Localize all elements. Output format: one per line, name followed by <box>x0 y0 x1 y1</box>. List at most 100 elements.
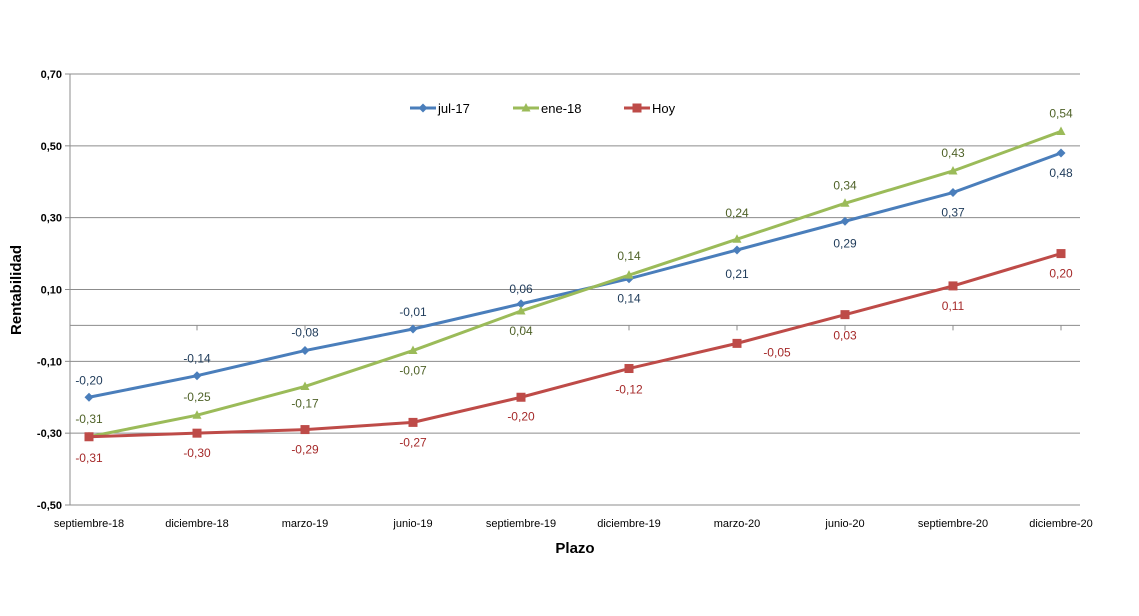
data-point-triangle <box>948 165 958 175</box>
y-tick-label: 0,50 <box>41 141 62 153</box>
data-point-diamond <box>948 188 958 198</box>
data-label: 0,14 <box>617 249 641 263</box>
data-label: -0,05 <box>763 345 791 359</box>
data-label: 0,48 <box>1049 166 1073 180</box>
data-label: -0,25 <box>183 390 211 404</box>
data-point-diamond <box>84 392 94 402</box>
data-point-triangle <box>521 103 531 112</box>
data-label: -0,07 <box>399 364 427 378</box>
data-point-square <box>624 364 634 374</box>
data-label: -0,31 <box>75 451 103 465</box>
series-group <box>84 126 1066 442</box>
x-tick-label: diciembre-18 <box>165 518 229 530</box>
series-line <box>88 130 1062 439</box>
data-label: 0,21 <box>725 267 749 281</box>
x-tick-label: diciembre-20 <box>1029 518 1093 530</box>
series-line <box>88 151 1062 399</box>
data-label: -0,14 <box>183 352 211 366</box>
data-point-square <box>516 392 526 402</box>
gridlines <box>70 73 1080 506</box>
data-label: -0,08 <box>291 326 319 340</box>
data-label: -0,20 <box>507 409 535 423</box>
y-axis-title: Rentabilidad <box>8 245 25 335</box>
data-point-diamond <box>1056 148 1066 158</box>
x-tick-label: diciembre-19 <box>597 518 661 530</box>
y-tick-label: 0,10 <box>41 285 62 297</box>
data-point-square <box>948 281 958 291</box>
data-label: 0,04 <box>509 324 533 338</box>
data-point-square <box>192 428 202 438</box>
data-label: -0,30 <box>183 446 211 460</box>
data-point-triangle <box>408 345 418 355</box>
legend-item: jul-17 <box>410 101 470 116</box>
x-axis-title: Plazo <box>555 540 594 557</box>
data-point-triangle <box>516 306 526 315</box>
data-point-triangle <box>1056 126 1066 135</box>
data-point-triangle <box>732 234 742 243</box>
legend-label: ene-18 <box>541 101 581 116</box>
data-point-triangle <box>192 410 202 419</box>
data-label: -0,01 <box>399 305 427 319</box>
data-point-triangle <box>840 198 850 207</box>
data-labels: -0,20 -0,14 -0,08 -0,01 0,06 0,14 0,21 0,29 0,37… <box>75 106 1073 464</box>
data-point-diamond <box>418 103 428 113</box>
data-point-diamond <box>300 346 310 356</box>
data-point-square <box>632 103 642 113</box>
data-label: -0,12 <box>615 383 643 397</box>
y-tick-label: -0,30 <box>37 428 62 440</box>
y-tick-label: -0,50 <box>37 500 62 512</box>
data-label: 0,37 <box>941 206 965 220</box>
data-point-triangle <box>624 270 634 279</box>
data-point-diamond <box>840 216 850 226</box>
y-tick-label: 0,30 <box>41 213 62 225</box>
series-line <box>88 252 1062 439</box>
data-label: 0,14 <box>617 292 641 306</box>
data-label: -0,31 <box>75 412 103 426</box>
legend: jul-17 ene-18 Hoy <box>410 101 676 116</box>
data-point-square <box>84 432 94 442</box>
data-label: -0,20 <box>75 373 103 387</box>
data-label: -0,17 <box>291 396 319 410</box>
y-tick-label: 0,70 <box>41 69 62 81</box>
series-ene-18 <box>84 126 1066 441</box>
data-point-square <box>408 417 418 427</box>
series-jul-17 <box>84 148 1066 402</box>
data-label: 0,06 <box>509 282 533 296</box>
x-tick-label: septiembre-19 <box>486 518 556 530</box>
x-axis-ticks: septiembre-18 diciembre-18 marzo-19 junio-1… <box>54 518 1093 530</box>
legend-item: ene-18 <box>513 101 581 116</box>
data-point-square <box>732 338 742 348</box>
data-point-triangle <box>300 381 310 390</box>
data-point-diamond <box>408 324 418 334</box>
x-tick-label: junio-19 <box>392 518 432 530</box>
x-tick-label: junio-20 <box>824 518 864 530</box>
x-tick-label: septiembre-18 <box>54 518 124 530</box>
legend-item: Hoy <box>624 101 676 116</box>
y-axis-ticks: -0,50 -0,30 -0,10 0,10 0,30 0,50 0,70 <box>37 69 70 512</box>
data-point-square <box>1056 249 1066 259</box>
data-label: -0,29 <box>291 443 319 457</box>
data-label: 0,29 <box>833 236 857 250</box>
data-label: 0,20 <box>1049 267 1073 281</box>
series-hoy <box>84 249 1066 442</box>
data-label: 0,24 <box>725 206 749 220</box>
data-label: 0,43 <box>941 146 965 160</box>
x-tick-label: marzo-19 <box>282 518 328 530</box>
data-label: 0,34 <box>833 178 857 192</box>
x-tick-label: septiembre-20 <box>918 518 988 530</box>
data-point-diamond <box>192 371 202 381</box>
data-point-diamond <box>732 245 742 255</box>
y-tick-label: -0,10 <box>37 356 62 368</box>
data-point-square <box>300 425 310 435</box>
data-label: -0,27 <box>399 435 427 449</box>
data-point-square <box>840 310 850 320</box>
data-label: 0,54 <box>1049 106 1073 120</box>
x-tick-label: marzo-20 <box>714 518 760 530</box>
data-label: 0,11 <box>942 299 965 313</box>
data-label: 0,03 <box>833 329 857 343</box>
legend-label: jul-17 <box>437 101 470 116</box>
data-point-diamond <box>516 299 526 309</box>
legend-label: Hoy <box>652 101 676 116</box>
